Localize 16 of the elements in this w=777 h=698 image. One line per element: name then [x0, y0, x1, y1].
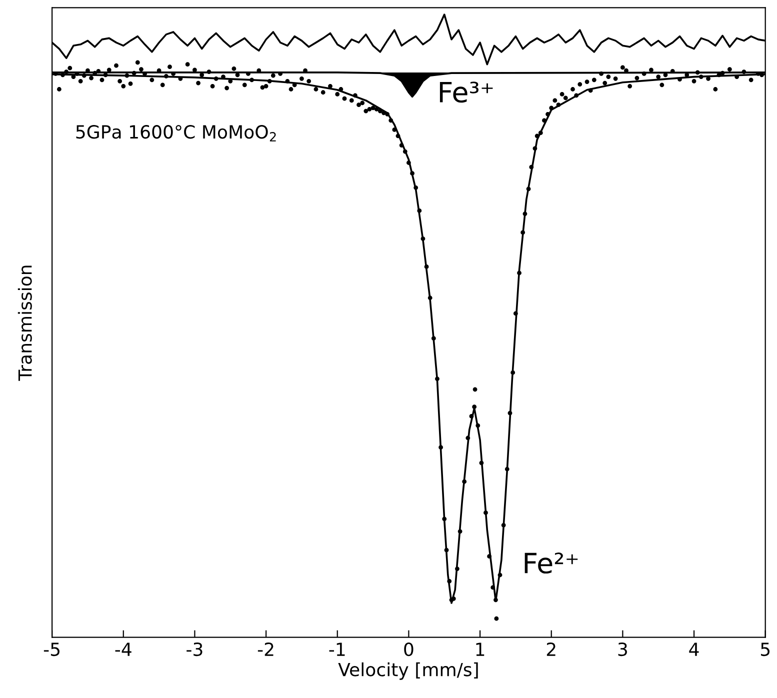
x-tick-label: 3 [618, 642, 627, 656]
annotation: 5GPa 1600°C MoMoO$_{2}$ [76, 125, 276, 142]
x-tick-label: 4 [689, 642, 699, 656]
x-tick-label: 1 [476, 642, 484, 656]
x-tick-label: -4 [115, 642, 132, 656]
x-tick-label: 0 [404, 642, 414, 656]
x-axis-title: Velocity [mm/s] [338, 662, 478, 680]
x-tick-label: -3 [186, 642, 202, 656]
x-tick-label: -1 [329, 642, 345, 656]
y-axis-title: Transmission [18, 266, 32, 381]
x-tick-label: 2 [546, 642, 556, 656]
x-tick-label: 5 [760, 642, 770, 656]
annotation: Fe³⁺ [440, 82, 493, 103]
x-tick-label: -2 [258, 642, 274, 656]
annotation: Fe²⁺ [524, 552, 578, 574]
x-tick-label: -5 [44, 642, 60, 656]
